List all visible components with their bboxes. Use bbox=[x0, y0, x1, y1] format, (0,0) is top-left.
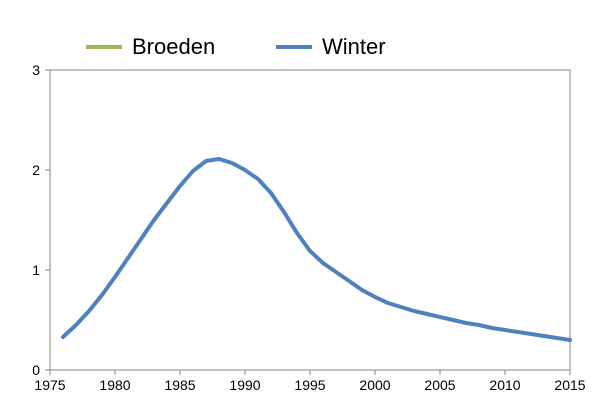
y-tick-label: 3 bbox=[32, 62, 40, 78]
chart-legend: Broeden Winter bbox=[0, 32, 600, 62]
legend-item-winter: Winter bbox=[276, 32, 386, 62]
chart-axes bbox=[49, 69, 571, 371]
x-tick-label: 2005 bbox=[424, 377, 455, 393]
x-tick-label: 2015 bbox=[554, 377, 585, 393]
x-tick-label: 1975 bbox=[34, 377, 65, 393]
legend-swatch-broeden bbox=[86, 45, 122, 49]
legend-swatch-winter bbox=[276, 45, 312, 49]
legend-label-broeden: Broeden bbox=[132, 34, 216, 59]
x-tick-label: 1980 bbox=[99, 377, 130, 393]
plot-area-frame bbox=[49, 69, 571, 371]
legend-item-broeden: Broeden bbox=[86, 32, 215, 62]
y-tick-label: 0 bbox=[32, 362, 40, 378]
x-tick-label: 1995 bbox=[294, 377, 325, 393]
x-axis-ticks: 1975 1980 1985 1990 1995 2000 2005 2010 2015 bbox=[34, 370, 586, 393]
chart-series bbox=[61, 157, 572, 342]
x-tick-label: 1990 bbox=[229, 377, 260, 393]
x-tick-label: 2010 bbox=[489, 377, 520, 393]
y-tick-label: 1 bbox=[32, 262, 40, 278]
x-tick-label: 2000 bbox=[359, 377, 390, 393]
series-line-winter bbox=[61, 157, 572, 342]
legend-label-winter: Winter bbox=[322, 34, 386, 59]
y-axis-ticks: 0 1 2 3 bbox=[32, 62, 50, 378]
y-tick-label: 2 bbox=[32, 162, 40, 178]
x-tick-label: 1985 bbox=[164, 377, 195, 393]
